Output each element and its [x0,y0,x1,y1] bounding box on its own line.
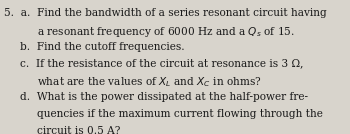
Text: circuit is 0.5 A?: circuit is 0.5 A? [37,126,120,134]
Text: b.  Find the cutoff frequencies.: b. Find the cutoff frequencies. [20,42,185,52]
Text: 5.  a.  Find the bandwidth of a series resonant circuit having: 5. a. Find the bandwidth of a series res… [4,8,327,18]
Text: d.  What is the power dissipated at the half-power fre-: d. What is the power dissipated at the h… [20,92,308,102]
Text: a resonant frequency of 6000 Hz and a $Q_s$ of 15.: a resonant frequency of 6000 Hz and a $Q… [37,25,295,39]
Text: what are the values of $X_L$ and $X_C$ in ohms?: what are the values of $X_L$ and $X_C$ i… [37,75,261,89]
Text: c.  If the resistance of the circuit at resonance is 3 Ω,: c. If the resistance of the circuit at r… [20,59,304,69]
Text: quencies if the maximum current flowing through the: quencies if the maximum current flowing … [37,109,323,119]
